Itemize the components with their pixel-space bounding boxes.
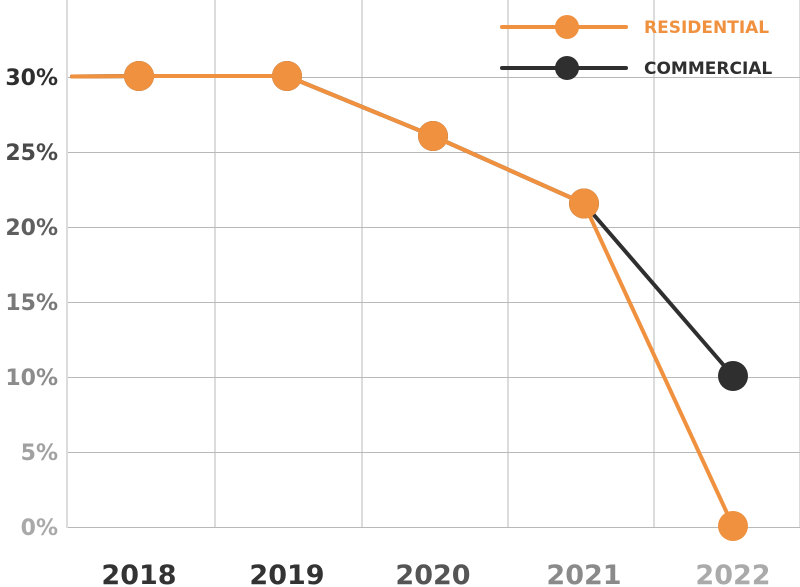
series-line (70, 74, 735, 378)
legend-marker (555, 56, 579, 80)
legend: RESIDENTIAL COMMERCIAL (500, 15, 772, 80)
x-tick-label: 2019 (249, 560, 324, 587)
y-tick-label: 5% (21, 441, 58, 466)
legend-marker (555, 15, 579, 39)
x-tick-label: 2022 (695, 560, 770, 587)
x-tick-label: 2018 (101, 560, 176, 587)
data-point (418, 121, 448, 151)
data-point (718, 361, 748, 391)
y-tick-label: 0% (21, 516, 58, 541)
grid (66, 0, 800, 528)
y-tick-label: 10% (5, 366, 58, 391)
data-point (272, 61, 302, 91)
x-axis-ticks: 2018 2019 2020 2021 2022 (101, 560, 770, 587)
legend-label: COMMERCIAL (644, 59, 772, 79)
y-tick-label: 30% (5, 66, 58, 91)
series (70, 61, 748, 541)
series-line (70, 74, 735, 528)
y-tick-label: 20% (5, 216, 58, 241)
data-point (124, 61, 154, 91)
y-tick-label: 25% (5, 141, 58, 166)
legend-label: RESIDENTIAL (644, 18, 769, 38)
x-tick-label: 2021 (546, 560, 621, 587)
x-tick-label: 2020 (395, 560, 470, 587)
y-tick-label: 15% (5, 291, 58, 316)
data-point (569, 188, 599, 219)
data-point (718, 511, 748, 541)
y-axis-ticks: 0% 5% 10% 15% 20% 25% 30% (5, 66, 58, 541)
